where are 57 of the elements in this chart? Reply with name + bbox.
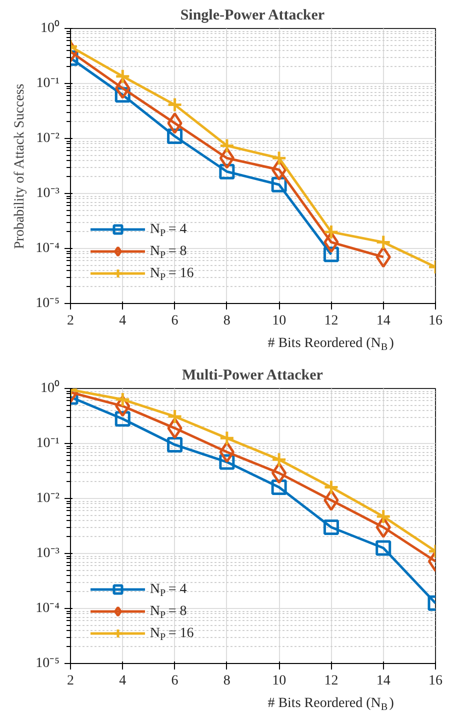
- point: [324, 231, 339, 253]
- x-tick-label: 14: [376, 674, 390, 688]
- point: [271, 150, 287, 166]
- y-tick-label: 10⁻⁵: [36, 656, 60, 671]
- point: [115, 77, 130, 99]
- point: [114, 392, 130, 408]
- y-tick-label: 10⁻²: [36, 131, 60, 146]
- x-tick-label: 12: [324, 314, 338, 328]
- y-tick-label: 10⁻¹: [36, 76, 60, 91]
- x-tick-label: 4: [119, 674, 126, 688]
- x-tick-label: 12: [324, 674, 338, 688]
- x-tick-label: 16: [428, 674, 442, 688]
- point: [323, 520, 339, 536]
- y-tick-label: 10⁻²: [36, 491, 60, 506]
- point: [167, 112, 182, 134]
- y-tick-label: 10⁻³: [36, 546, 60, 561]
- y-tick-label: 10⁻⁴: [36, 241, 60, 256]
- point: [167, 436, 183, 452]
- point: [376, 234, 392, 250]
- point: [324, 489, 339, 511]
- point: [219, 147, 235, 169]
- point: [167, 417, 182, 439]
- point: [219, 441, 235, 463]
- x-tick-label: 10: [272, 674, 286, 688]
- point: [167, 97, 183, 113]
- x-tick-label: 16: [428, 314, 442, 328]
- point: [271, 159, 287, 181]
- x-tick-label: 6: [171, 674, 178, 688]
- x-tick-label: 10: [272, 314, 286, 328]
- point: [114, 68, 130, 84]
- point: [219, 138, 235, 154]
- point: [167, 408, 183, 424]
- y-tick-label: 10⁰: [40, 380, 60, 396]
- point: [376, 516, 391, 538]
- point: [376, 540, 392, 556]
- point: [323, 224, 339, 240]
- y-tick-label: 10⁻⁵: [36, 296, 60, 311]
- point: [271, 462, 287, 484]
- y-tick-label: 10⁻¹: [36, 436, 60, 451]
- x-tick-label: 4: [119, 314, 126, 328]
- point: [219, 430, 235, 446]
- x-tick-label: 8: [223, 674, 230, 688]
- point: [376, 508, 392, 524]
- chart-title: Multi-Power Attacker: [182, 368, 324, 384]
- x-tick-label: 8: [223, 314, 230, 328]
- point: [323, 480, 339, 496]
- x-tick-label: 6: [171, 314, 178, 328]
- y-tick-label: 10⁻⁴: [36, 601, 60, 616]
- point: [376, 246, 391, 268]
- chart-title: Single-Power Attacker: [180, 8, 325, 24]
- y-axis-title: Probability of Attack Success: [12, 84, 28, 250]
- x-tick-label: 2: [67, 314, 74, 328]
- y-tick-label: 10⁰: [40, 20, 60, 36]
- x-tick-label: 2: [67, 674, 74, 688]
- y-tick-label: 10⁻³: [36, 186, 60, 201]
- point: [271, 452, 287, 468]
- x-tick-label: 14: [376, 314, 390, 328]
